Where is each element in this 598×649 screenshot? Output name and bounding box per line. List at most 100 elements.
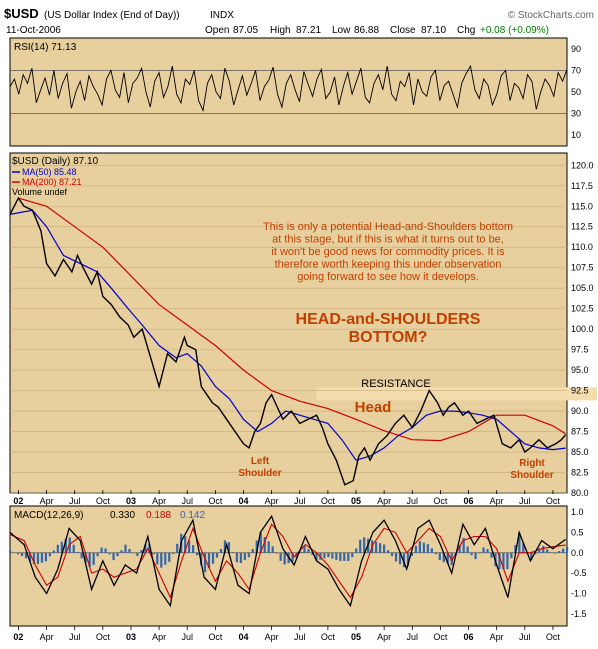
title-text-line: BOTTOM? (349, 329, 428, 346)
rsi-tick-label: 90 (571, 44, 581, 54)
macd-x-tick-label: Oct (208, 632, 223, 642)
exchange: INDX (210, 10, 234, 21)
macd-histogram-bar (506, 552, 509, 570)
macd-histogram-bar (291, 552, 294, 562)
price-x-tick-label: 04 (238, 496, 248, 506)
price-tick-label: 120.0 (571, 160, 594, 170)
macd-histogram-bar (446, 552, 449, 564)
macd-histogram-bar (386, 550, 390, 553)
macd-histogram-bar (144, 544, 147, 553)
date: 11-Oct-2006 (6, 25, 61, 36)
price-x-tick-label: Jul (181, 496, 193, 506)
macd-histogram-bar (60, 541, 63, 553)
price-x-tick-label: Jul (69, 496, 81, 506)
macd-histogram-bar (168, 552, 171, 562)
price-tick-label: 82.5 (571, 468, 589, 478)
macd-histogram-bar (44, 552, 48, 562)
macd-histogram-bar (140, 550, 143, 553)
macd-histogram-bar (335, 552, 338, 560)
macd-histogram-bar (307, 549, 310, 553)
right-shoulder-label: Right Shoulder (510, 458, 553, 481)
price-x-tick-label: Apr (265, 496, 279, 506)
rsi-legend: RSI(14) 71.13 (14, 42, 77, 53)
macd-histogram-bar (382, 544, 386, 553)
macd-histogram-bar (116, 552, 119, 557)
macd-histogram-bar (80, 552, 83, 559)
price-x-tick-label: 06 (464, 496, 474, 506)
left-shoulder-label: Left Shoulder (238, 456, 281, 479)
low-label: Low (332, 25, 351, 36)
macd-y-axis: 1.0 0.5 0.0 -0.5 -1.0 -1.5 (571, 507, 587, 619)
macd-histogram-bar (104, 548, 107, 553)
price-grid (10, 164, 567, 494)
comment-text-line: at this stage, but if this is what it tu… (272, 234, 504, 246)
macd-x-tick-label: Apr (152, 632, 166, 642)
macd-histogram-bar (422, 542, 425, 553)
macd-histogram-bar (36, 552, 40, 565)
macd-histogram-bar (462, 537, 465, 553)
rsi-tick-label: 70 (571, 65, 581, 75)
macd-histogram-bar (498, 552, 501, 570)
macd-histogram-bar (275, 552, 278, 554)
macd-histogram-bar (303, 546, 306, 553)
macd-x-tick-label: 02 (13, 632, 23, 642)
macd-histogram-bar (24, 552, 28, 559)
macd-histogram-bar (76, 551, 79, 553)
rsi-panel: 10 30 50 70 90 RSI(14) 71.13 (9, 37, 581, 147)
price-tick-label: 105.0 (571, 283, 594, 293)
macd-histogram-bar (100, 547, 103, 553)
macd-histogram-bar (172, 552, 175, 554)
macd-x-axis: 02 Apr Jul Oct 03 Apr Jul Oct 04 Apr Jul Oct 05 Apr Ju… (13, 626, 560, 642)
ma200-line (18, 197, 566, 442)
macd-histogram-bar (546, 549, 549, 553)
macd-histogram-bar (108, 552, 111, 555)
price-tick-label: 87.5 (571, 427, 589, 437)
macd-x-tick-label: Jul (294, 632, 306, 642)
price-tick-label: 95.0 (571, 365, 589, 375)
macd-x-tick-label: Apr (377, 632, 391, 642)
macd-histogram-bar (538, 548, 541, 553)
macd-histogram-bar (450, 552, 453, 566)
macd-histogram-bar (120, 550, 123, 553)
close-label: Close (390, 25, 416, 36)
macd-histogram-bar (124, 544, 127, 553)
macd-histogram-bar (490, 552, 493, 558)
macd-histogram-bar (351, 552, 354, 558)
macd-x-tick-label: Jul (519, 632, 531, 642)
macd-histogram-bar (355, 548, 358, 553)
macd-histogram-bar (203, 552, 207, 573)
macd-histogram-bar (518, 532, 521, 553)
macd-histogram-bar (311, 552, 314, 555)
macd-histogram-bar (442, 552, 445, 563)
macd-histogram-bar (192, 545, 195, 553)
macd-histogram-bar (227, 542, 231, 553)
macd-histogram-bar (164, 552, 167, 565)
macd-histogram-bar (263, 537, 266, 553)
macd-histogram-bar (88, 552, 91, 567)
macd-histogram-bar (295, 552, 298, 558)
chg-value: +0.08 (+0.09%) (480, 25, 549, 36)
head-label: Head (355, 399, 392, 416)
ma50-legend: MA(50) 85.48 (22, 167, 77, 177)
rsi-line (9, 64, 568, 112)
macd-histogram-bar (68, 537, 71, 553)
macd-histogram-bar (9, 550, 12, 553)
price-x-tick-label: Oct (321, 496, 336, 506)
macd-histogram-bar (48, 552, 51, 557)
macd-tick-label: -1.5 (571, 609, 587, 619)
macd-histogram-bar (402, 552, 406, 568)
rsi-tick-label: 50 (571, 87, 581, 97)
macd-histogram-bar (347, 552, 350, 562)
macd-histogram-bar (522, 542, 525, 553)
macd-x-tick-label: 03 (126, 632, 136, 642)
macd-histogram-bar (466, 546, 469, 553)
macd-histogram-bar (64, 538, 67, 553)
price-x-tick-label: 05 (351, 496, 361, 506)
macd-histogram-bar (343, 552, 346, 562)
price-tick-label: 100.0 (571, 324, 594, 334)
macd-histogram-bar (152, 552, 155, 555)
macd-tick-label: 0.5 (571, 527, 584, 537)
macd-histogram-bar (243, 552, 246, 561)
price-x-tick-label: Apr (377, 496, 391, 506)
macd-histogram-bar (176, 543, 179, 553)
